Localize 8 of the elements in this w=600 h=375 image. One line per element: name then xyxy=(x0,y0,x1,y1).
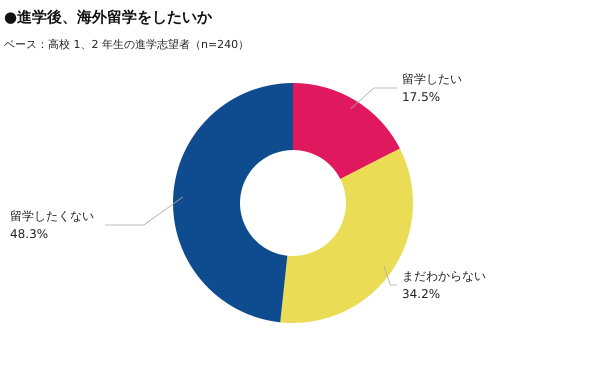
chart-title: ●進学後、海外留学をしたいか xyxy=(4,8,214,26)
chart-subtitle: ベース：高校 1、2 年生の進学志望者（n=240） xyxy=(4,38,250,51)
data-label: 34.2% xyxy=(402,287,440,301)
slice-label: 留学したい xyxy=(402,72,462,86)
slice-label: 留学したくない xyxy=(10,209,94,223)
slice-label: まだわからない xyxy=(402,269,486,283)
data-label: 17.5% xyxy=(402,90,440,104)
data-label: 48.3% xyxy=(10,227,48,241)
